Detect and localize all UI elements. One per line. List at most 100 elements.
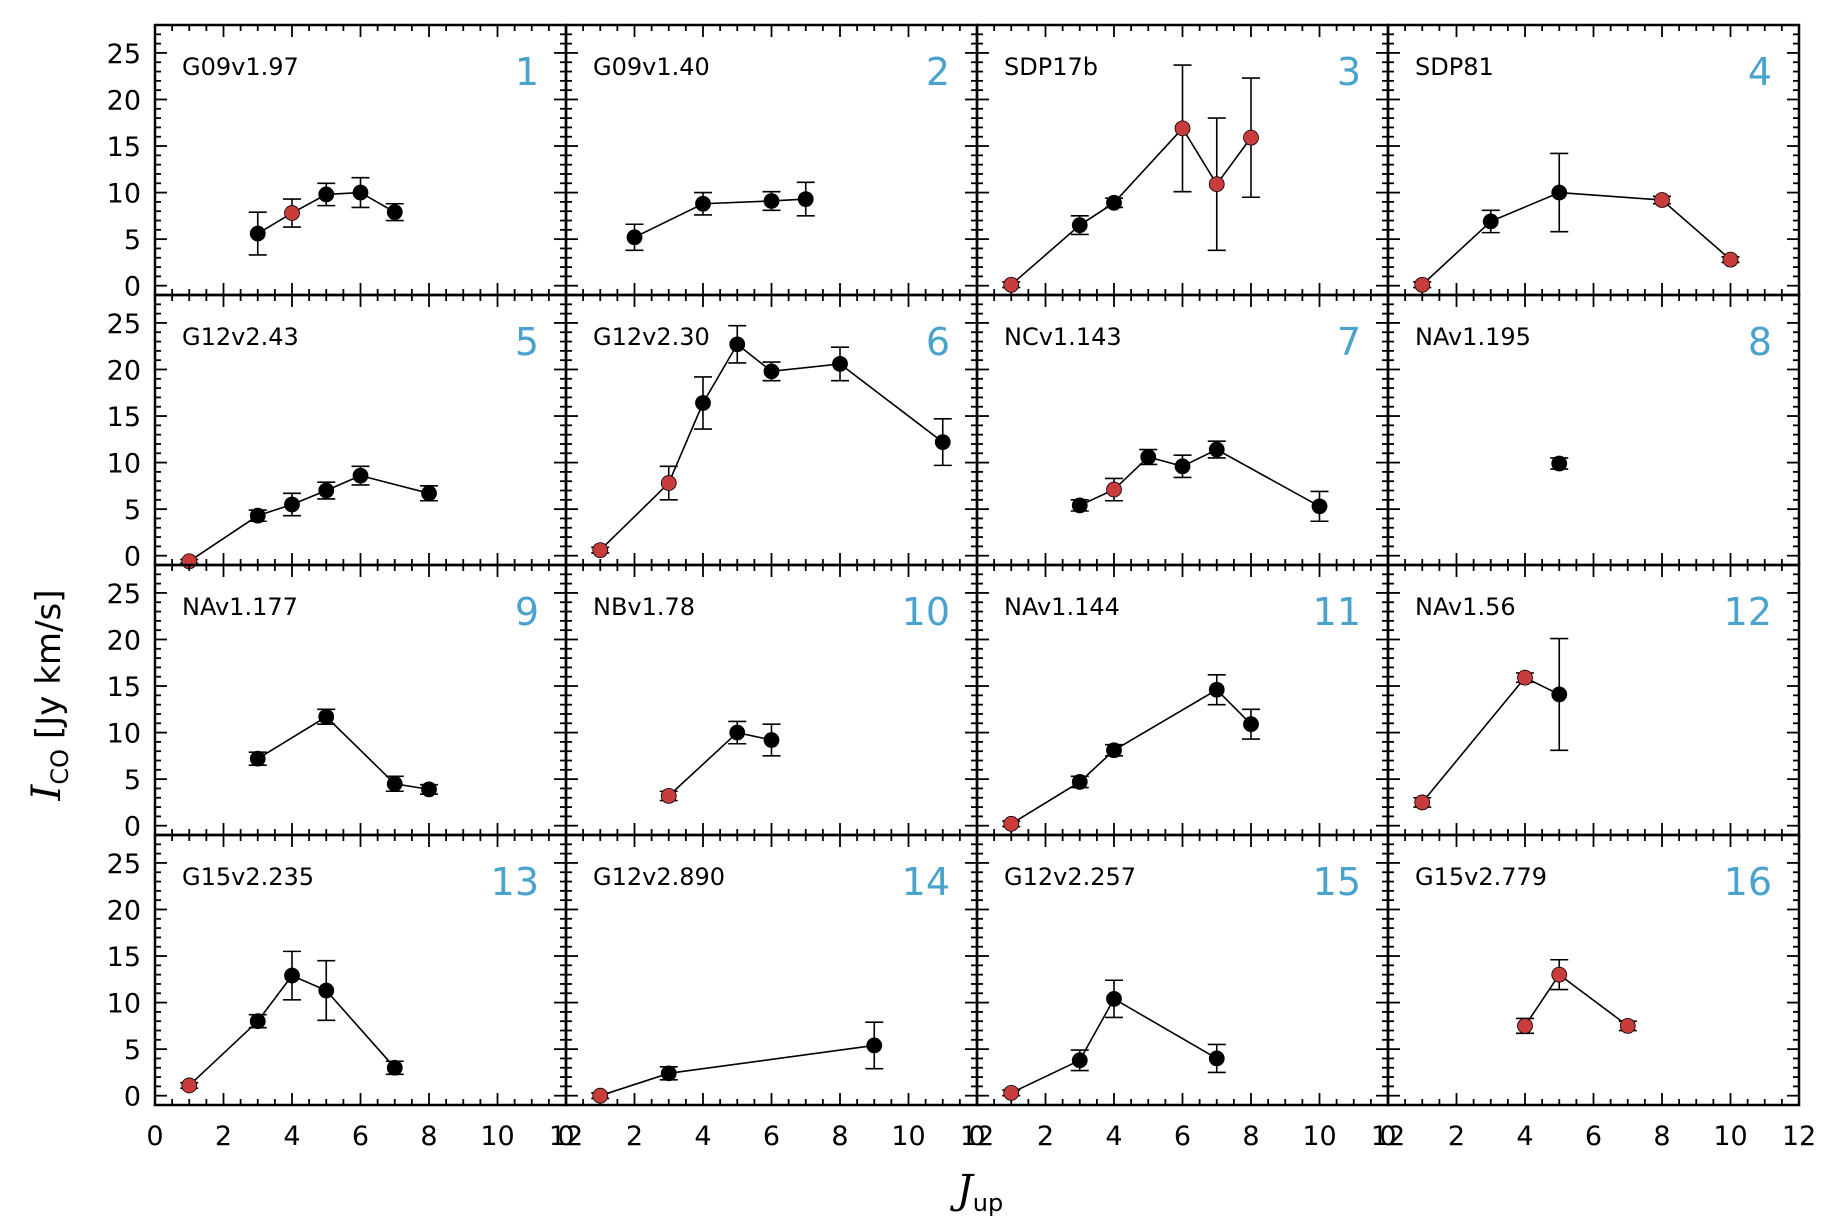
data-point — [352, 467, 369, 484]
data-point-red — [660, 787, 677, 804]
series-line — [1421, 676, 1560, 803]
data-point-red — [1654, 192, 1670, 208]
data-point-red — [1003, 815, 1020, 832]
panel-name: G09v1.40 — [593, 53, 710, 81]
panel-number: 14 — [902, 860, 950, 904]
data-point — [284, 967, 300, 984]
panel-15: G12v2.257 15 — [975, 833, 1390, 1107]
data-point-red — [1517, 669, 1533, 686]
axes-layer: 0510152025051015202505101520250510152025… — [107, 39, 1817, 1152]
data-point — [866, 1037, 883, 1054]
data-point — [1551, 686, 1568, 703]
data-point — [763, 363, 780, 380]
panel-name: G15v2.779 — [1415, 863, 1547, 891]
data-point-red — [592, 1087, 609, 1104]
panel-number: 3 — [1337, 50, 1361, 94]
data-point-red — [1619, 1017, 1636, 1034]
x-tick-label: 2 — [1448, 1121, 1465, 1152]
panel-2: G09v1.40 2 — [564, 23, 979, 297]
panel-name: G12v2.890 — [593, 863, 725, 891]
y-tick-label: 0 — [124, 1082, 141, 1113]
x-tick-label: 4 — [283, 1121, 300, 1152]
x-tick-label: 8 — [1653, 1121, 1670, 1152]
y-tick-label: 5 — [124, 225, 141, 256]
data-point — [1174, 458, 1191, 475]
data-point-red — [1106, 481, 1122, 498]
x-tick-label: 6 — [763, 1121, 780, 1152]
data-point — [386, 775, 403, 792]
panel-number: 11 — [1313, 590, 1361, 634]
x-tick-label: 10 — [1713, 1121, 1747, 1152]
series-line — [1524, 973, 1629, 1027]
x-tick-label: 4 — [1516, 1121, 1533, 1152]
panel-name: NCv1.143 — [1004, 323, 1122, 351]
x-tick-label: 12 — [549, 1121, 583, 1152]
x-axis-subscript: up — [973, 1189, 1003, 1217]
data-point — [318, 708, 335, 725]
y-axis-title: ICO [Jy km/s] — [24, 590, 74, 802]
panel-number: 9 — [515, 590, 539, 634]
panel-number: 15 — [1313, 860, 1361, 904]
x-tick-label: 4 — [694, 1121, 711, 1152]
panels-layer: G09v1.97 1 G09v1.40 2 SDP17b 3 SDP81 4 G12v2.43 5… — [153, 23, 1801, 1107]
data-point — [1551, 184, 1568, 201]
y-tick-label: 0 — [124, 272, 141, 303]
x-tick-label: 10 — [1302, 1121, 1336, 1152]
data-point — [797, 191, 814, 208]
y-tick-label: 25 — [107, 579, 141, 610]
data-point — [832, 355, 848, 372]
data-point — [318, 982, 335, 999]
data-point-red — [1208, 176, 1225, 193]
panel-number: 13 — [491, 860, 539, 904]
panel-number: 8 — [1748, 320, 1772, 364]
y-tick-label: 20 — [107, 895, 141, 926]
data-point — [284, 496, 300, 513]
series-line — [600, 1044, 875, 1097]
panel-number: 10 — [902, 590, 950, 634]
panel-10: NBv1.78 10 — [564, 563, 979, 837]
panel-name: G15v2.235 — [182, 863, 314, 891]
panel-number: 12 — [1724, 590, 1772, 634]
panel-name: G12v2.43 — [182, 323, 299, 351]
y-axis-unit: [Jy km/s] — [29, 590, 69, 739]
data-point — [729, 336, 746, 353]
y-tick-label: 20 — [107, 355, 141, 386]
data-point — [1311, 498, 1328, 515]
panel-name: NAv1.177 — [182, 593, 298, 621]
data-point — [249, 507, 266, 524]
series-line — [257, 715, 430, 791]
data-point-red — [660, 475, 677, 491]
data-point — [1071, 774, 1088, 790]
data-point-red — [1517, 1017, 1533, 1034]
x-tick-label: 6 — [1585, 1121, 1602, 1152]
panel-4: SDP81 4 — [1386, 23, 1801, 297]
x-tick-label: 10 — [891, 1121, 925, 1152]
data-point — [1208, 441, 1225, 458]
panel-9: NAv1.177 9 — [153, 563, 568, 837]
y-tick-label: 0 — [124, 812, 141, 843]
data-point — [318, 482, 335, 499]
data-point — [934, 434, 951, 451]
y-tick-label: 10 — [107, 179, 141, 210]
data-point — [352, 184, 369, 201]
panel-14: G12v2.890 14 — [564, 833, 979, 1107]
y-tick-label: 15 — [107, 672, 141, 703]
data-point — [626, 229, 643, 246]
panel-number: 16 — [1724, 860, 1772, 904]
x-tick-label: 4 — [1105, 1121, 1122, 1152]
x-tick-label: 0 — [146, 1121, 163, 1152]
data-point — [729, 724, 746, 741]
y-axis-subscript: CO — [46, 749, 74, 785]
panel-number: 4 — [1748, 50, 1772, 94]
data-point — [1071, 217, 1088, 234]
panel-name: G12v2.30 — [593, 323, 710, 351]
x-tick-label: 0 — [1379, 1121, 1396, 1152]
panel-number: 2 — [926, 50, 950, 94]
data-point — [695, 195, 711, 212]
panel-number: 7 — [1337, 320, 1361, 364]
data-point — [1071, 1052, 1088, 1069]
data-point — [1208, 1050, 1225, 1067]
data-point — [763, 193, 780, 209]
data-point-red — [1414, 794, 1431, 811]
x-tick-label: 6 — [1174, 1121, 1191, 1152]
